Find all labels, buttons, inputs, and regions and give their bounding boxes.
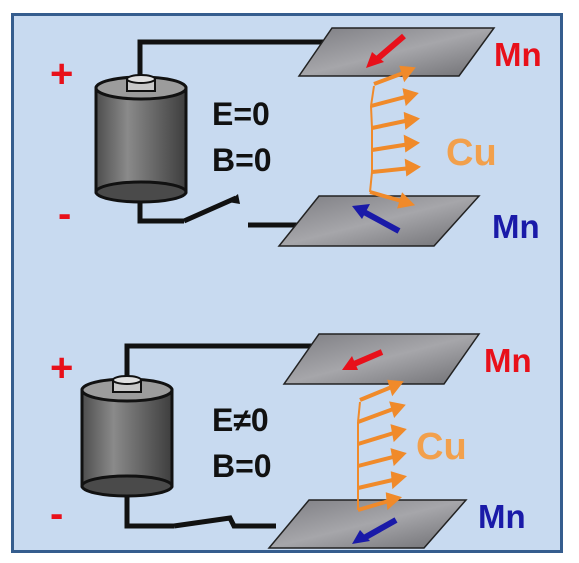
bottom-mn-plate (267, 499, 468, 549)
switch-closed (173, 515, 276, 529)
wire-to-top-plate (137, 39, 332, 88)
wire-to-top-plate (124, 343, 319, 376)
bottom-spin-arrowhead (352, 204, 370, 219)
top-mn-plate (297, 27, 496, 77)
battery (80, 375, 174, 498)
top-layer-label: Mn (484, 342, 532, 379)
bottom-layer-label: Mn (478, 498, 526, 535)
electric-field-label: E≠0 (212, 402, 269, 438)
middle-layer-label: Cu (446, 132, 497, 174)
top-spin-arrowhead (342, 356, 358, 370)
magnetic-field-label: B=0 (212, 142, 272, 178)
top-mn-plate (282, 333, 481, 385)
top-spin-arrow (374, 33, 406, 63)
copper-spin-helix (369, 65, 421, 209)
top-layer-label: Mn (494, 36, 542, 73)
copper-spin-helix (357, 379, 408, 512)
circuit-drawing-open (94, 27, 496, 247)
electric-field-label: E=0 (212, 96, 270, 132)
wire-from-battery-bottom (124, 486, 174, 529)
middle-layer-label: Cu (416, 426, 467, 468)
magnetic-field-label: B=0 (212, 448, 272, 484)
bottom-spin-arrow (362, 517, 398, 541)
bottom-spin-arrowhead (352, 530, 370, 544)
battery (94, 74, 188, 204)
switch-lever (182, 195, 238, 224)
minus-sign: - (50, 492, 64, 536)
plus-sign: + (50, 346, 74, 390)
panel-open-circuit: + - E=0 B=0 Mn Cu Mn (14, 16, 560, 286)
top-spin-arrowhead (366, 52, 384, 68)
minus-sign: - (58, 192, 72, 236)
panel-closed-circuit: + - E≠0 B=0 Mn Cu Mn (14, 286, 560, 550)
bottom-spin-arrow (362, 209, 401, 234)
circuit-drawing-closed (80, 333, 481, 549)
plus-sign: + (50, 52, 74, 96)
bottom-layer-label: Mn (492, 208, 540, 245)
switch-contact (228, 194, 240, 204)
diagram-frame: + - E=0 B=0 Mn Cu Mn (11, 13, 563, 553)
top-spin-arrow (352, 349, 384, 367)
